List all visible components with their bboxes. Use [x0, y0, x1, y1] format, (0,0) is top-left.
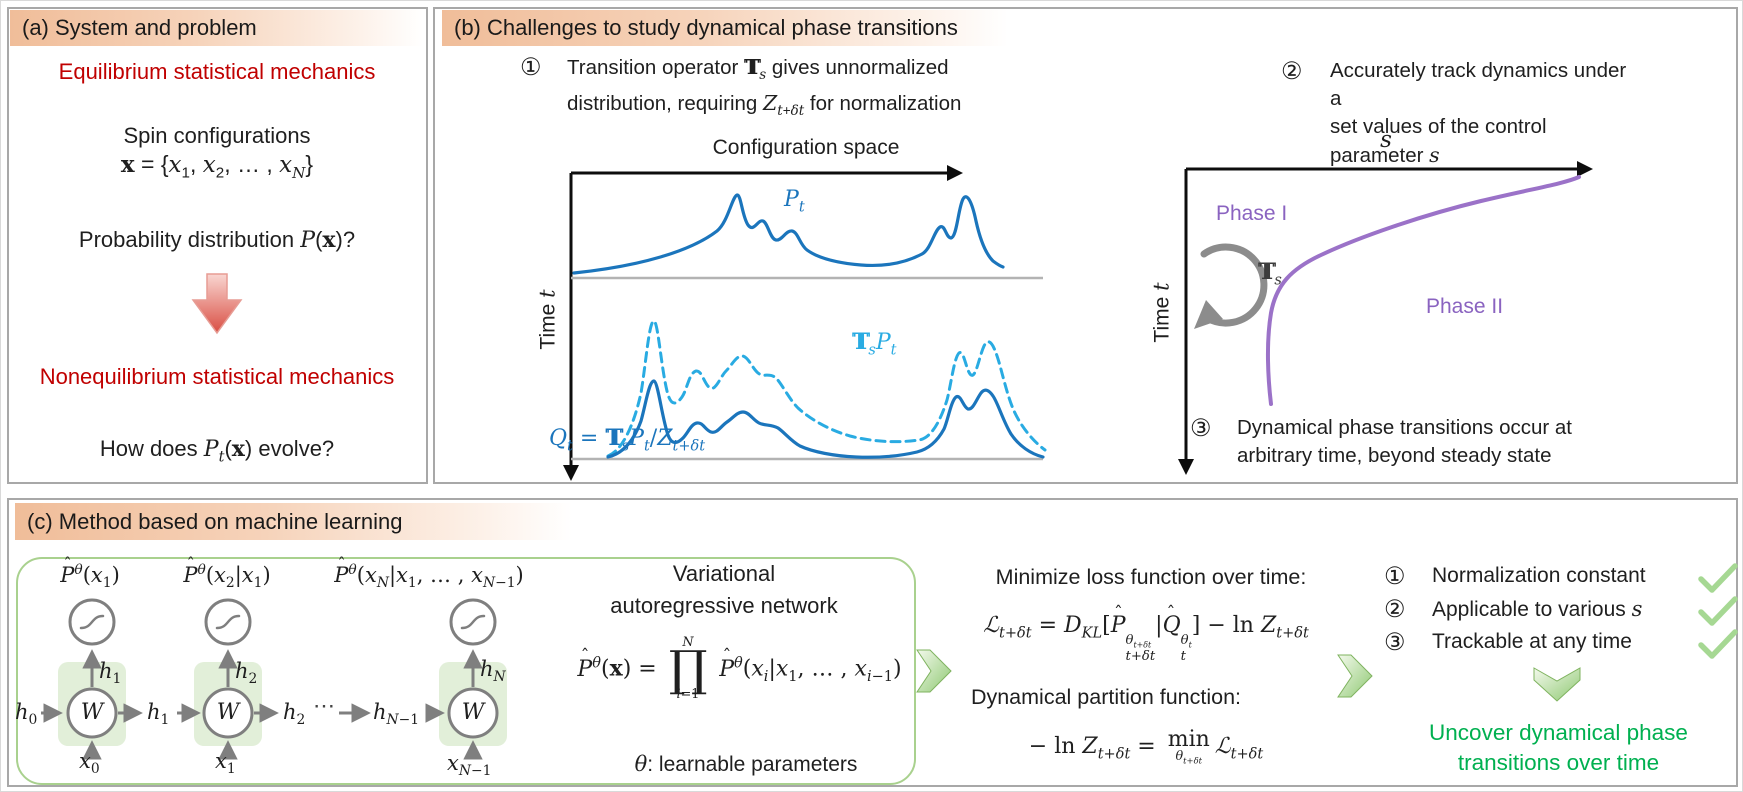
evolve-question: How does Pt(x) evolve?	[99, 436, 335, 466]
nonequilibrium-heading: Nonequilibrium statistical mechanics	[39, 364, 395, 389]
x1-label: x1	[215, 749, 236, 778]
w-label-2: W	[216, 700, 240, 725]
panel-c-header: (c) Method based on machine learning	[15, 503, 572, 540]
panel-c	[7, 498, 1738, 787]
spin-config-label: Spin configurations	[123, 123, 311, 148]
panel-a	[7, 7, 428, 484]
result-1-text: Normalization constant	[1432, 564, 1646, 587]
phase1-label: Phase I	[1216, 202, 1288, 225]
conclusion-line2: transitions over time	[1457, 750, 1660, 775]
xNm1-label: xN−1	[447, 751, 492, 780]
x0-label: x0	[79, 749, 100, 778]
h2-flow-label: h2	[283, 700, 306, 729]
ellipsis-label: ⋯	[313, 693, 335, 718]
h1-up-label: h1	[99, 659, 122, 688]
van-title-line2: autoregressive network	[610, 593, 838, 618]
result-3-text: Trackable at any time	[1432, 630, 1632, 653]
probability-question: Probability distribution P(x)?	[78, 227, 356, 253]
partition-title: Dynamical partition function:	[970, 685, 1242, 709]
van-formula: P ˆ θ(x) = N ∏ i=1 P ˆ θ(xi|x1, … , xi−1)	[577, 635, 902, 703]
partition-formula: − ln Zt+δt = min θt+δt ℒt+δt	[1028, 727, 1264, 766]
challenge-3-number: ③	[1190, 415, 1212, 442]
spin-config-math: x = {x1, x2, … , xN}	[120, 151, 314, 182]
output-label-1: P ˆ θ(x1)	[60, 554, 120, 592]
theta-note: θ: learnable parameters	[634, 752, 858, 776]
challenge-3-text: Dynamical phase transitions occur at arbi…	[1237, 416, 1572, 467]
pt-curve-label: Pt	[784, 187, 805, 216]
challenge-1-number: ①	[520, 54, 542, 81]
right-plot-time-label: Time t	[1149, 282, 1174, 343]
conclusion-line1: Uncover dynamical phase	[1429, 720, 1688, 745]
van-title-line1: Variational	[672, 561, 776, 586]
panel-a-title: (a) System and problem	[22, 15, 257, 40]
h2-up-label: h2	[235, 659, 258, 688]
output-label-2: P ˆ θ(x2|x1)	[183, 554, 271, 592]
output-label-3: P ˆ θ(xN|x1, … , xN−1)	[334, 554, 524, 592]
panel-b-header: (b) Challenges to study dynamical phase …	[442, 10, 1008, 46]
challenge-2-number: ②	[1281, 58, 1303, 85]
result-1-number: ①	[1384, 563, 1406, 590]
loss-formula: ℒt+δt = DKL[P ˆ θt+δt t+δt |Q ˆ θt t] − ln Zt+δ…	[983, 603, 1309, 665]
panel-c-title: (c) Method based on machine learning	[27, 508, 403, 534]
panel-a-header: (a) System and problem	[10, 10, 423, 46]
van-box	[16, 557, 916, 785]
phase2-label: Phase II	[1426, 295, 1504, 318]
panel-b-title: (b) Challenges to study dynamical phase …	[454, 15, 958, 40]
result-2-number: ②	[1384, 596, 1406, 623]
s-axis-label: s	[1380, 127, 1392, 153]
hNm1-flow-label: hN−1	[373, 700, 420, 729]
w-label-3: W	[461, 700, 485, 725]
left-plot-time-label: Time t	[535, 289, 560, 350]
result-3-number: ③	[1384, 629, 1406, 656]
w-label-1: W	[80, 700, 104, 725]
config-space-label: Configuration space	[712, 136, 900, 159]
equilibrium-heading: Equilibrium statistical mechanics	[58, 59, 376, 84]
challenge-2-text: Accurately track dynamics under a set val…	[1330, 59, 1627, 167]
h0-label: h0	[15, 700, 38, 729]
loss-title: Minimize loss function over time:	[995, 565, 1307, 589]
hN-up-label: hN	[480, 657, 506, 686]
result-2-text: Applicable to various s	[1432, 597, 1643, 621]
h1-flow-label: h1	[147, 700, 170, 729]
